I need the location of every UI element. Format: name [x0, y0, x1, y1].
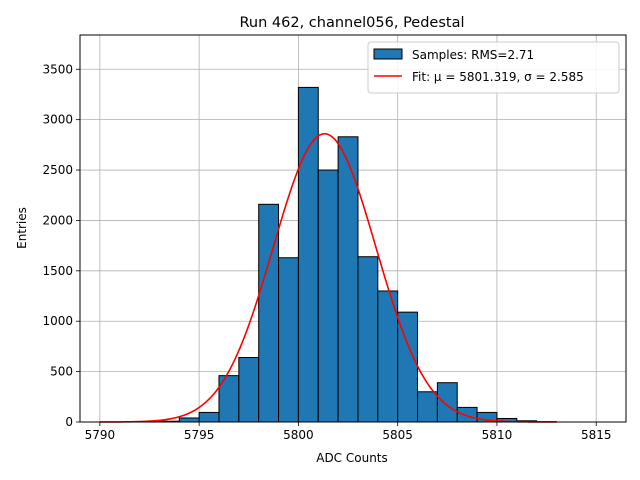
y-tick-label: 3000	[42, 113, 73, 127]
histogram-bar	[317, 169, 339, 423]
y-tick-label: 0	[65, 415, 73, 429]
histogram-bar	[436, 382, 458, 423]
legend-samples-label: Samples: RMS=2.71	[412, 48, 534, 62]
legend-box	[367, 41, 620, 94]
histogram-bar	[238, 357, 260, 423]
y-tick-label: 3500	[42, 62, 73, 76]
x-tick-label: 5800	[283, 428, 314, 442]
y-axis-ticks: 0 500 1000 1500 2000 2500 3000 3500	[42, 62, 80, 429]
legend-fit-label: Fit: μ = 5801.319, σ = 2.585	[412, 70, 584, 84]
x-tick-label: 5795	[184, 428, 215, 442]
histogram-bar	[397, 311, 419, 423]
y-tick-label: 1000	[42, 314, 73, 328]
histogram-bar	[278, 257, 299, 423]
y-tick-label: 500	[50, 365, 73, 379]
legend: Samples: RMS=2.71 Fit: μ = 5801.319, σ =…	[367, 41, 620, 94]
x-tick-label: 5790	[85, 428, 116, 442]
histogram-bar	[357, 256, 379, 423]
fit-curve-layer	[99, 132, 557, 423]
chart-title: Run 462, channel056, Pedestal	[239, 15, 464, 31]
y-axis-label: Entries	[15, 207, 29, 249]
x-tick-label: 5815	[581, 428, 612, 442]
histogram-bar	[178, 417, 200, 423]
y-tick-label: 2500	[42, 163, 73, 177]
y-tick-label: 1500	[42, 264, 73, 278]
histogram-bars	[139, 86, 558, 423]
legend-samples-swatch	[373, 48, 403, 60]
histogram-bar	[198, 411, 220, 423]
x-tick-label: 5810	[482, 428, 513, 442]
plot-frame	[79, 34, 627, 423]
fit-curve	[99, 132, 557, 423]
x-axis-label: ADC Counts	[316, 451, 388, 465]
histogram-bar	[456, 406, 478, 423]
x-axis-ticks: 5790 5795 5800 5805 5810 5815	[85, 422, 612, 442]
x-tick-label: 5805	[382, 428, 413, 442]
y-tick-label: 2000	[42, 213, 73, 227]
histogram-bar	[417, 391, 438, 423]
